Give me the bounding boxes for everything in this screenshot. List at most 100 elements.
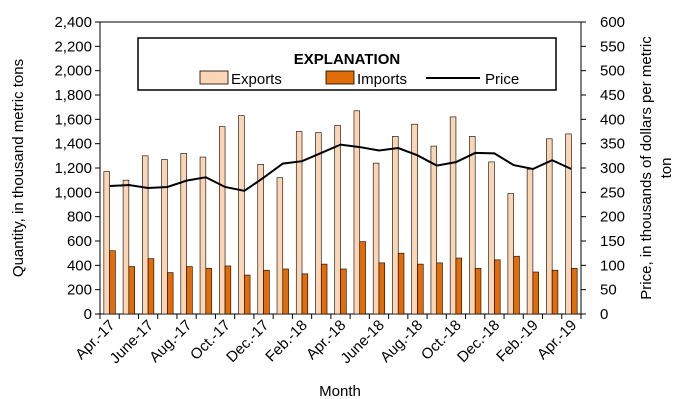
bar-imports bbox=[474, 268, 482, 315]
y-axis-title-right-line2: ton bbox=[658, 158, 675, 179]
x-tick-label: Apr.-19 bbox=[534, 317, 580, 363]
x-axis-title: Month bbox=[319, 383, 361, 399]
x-axis: Apr.-17June-17Aug.-17Oct.-17Dec.-17Feb.-… bbox=[72, 314, 582, 367]
x-tick-label: June-18 bbox=[337, 317, 387, 367]
bar-imports bbox=[224, 265, 232, 315]
bar-exports bbox=[180, 153, 187, 315]
x-tick-label: Dec.-17 bbox=[223, 317, 272, 366]
y-axis-title-right-line1: Price, in thousands of dollars per metri… bbox=[638, 36, 655, 300]
bar-exports bbox=[449, 116, 457, 315]
bar-imports bbox=[320, 263, 328, 315]
bar-exports bbox=[430, 145, 438, 315]
bar-imports bbox=[282, 268, 289, 315]
bar-imports bbox=[128, 266, 135, 315]
bar-exports bbox=[392, 136, 399, 315]
bar-imports bbox=[263, 269, 270, 315]
bar-exports bbox=[353, 110, 361, 315]
bar-exports bbox=[546, 138, 553, 315]
legend-swatch-imports bbox=[325, 70, 355, 85]
y-tick-label: 2,400 bbox=[54, 14, 92, 31]
bar-exports bbox=[372, 162, 380, 315]
bar-imports bbox=[571, 268, 578, 315]
x-tick-label: Aug.-18 bbox=[377, 317, 426, 366]
bars bbox=[103, 110, 578, 315]
bar-imports bbox=[359, 241, 366, 315]
y-axis-title-left: Quantity, in thousand metric tons bbox=[10, 59, 27, 277]
legend-title: EXPLANATION bbox=[294, 51, 400, 68]
bar-imports bbox=[378, 262, 386, 315]
bar-exports bbox=[411, 123, 418, 315]
bar-exports bbox=[142, 155, 149, 315]
y2-tick-label: 600 bbox=[600, 14, 625, 31]
price-line bbox=[109, 143, 572, 192]
bar-imports bbox=[167, 272, 174, 315]
legend-label-exports: Exports bbox=[231, 71, 282, 88]
y2-tick-label: 350 bbox=[600, 136, 625, 153]
y-tick-label: 1,600 bbox=[54, 111, 92, 128]
bar-exports bbox=[315, 132, 322, 315]
bar-exports bbox=[526, 168, 534, 315]
y-tick-label: 1,800 bbox=[54, 87, 92, 104]
legend-label-imports: Imports bbox=[357, 71, 407, 88]
y2-tick-label: 200 bbox=[600, 209, 625, 226]
y2-tick-label: 250 bbox=[600, 184, 625, 201]
y-tick-label: 1,400 bbox=[54, 136, 92, 153]
y2-tick-label: 150 bbox=[600, 233, 625, 250]
legend: EXPLANATION Exports Imports Price bbox=[137, 37, 557, 91]
y2-tick-label: 550 bbox=[600, 38, 625, 55]
bar-exports bbox=[199, 156, 207, 315]
bar-imports bbox=[455, 257, 463, 315]
x-tick-label: June-17 bbox=[107, 317, 157, 367]
bar-imports bbox=[244, 274, 251, 315]
y-axis-right: 0 50 100 150 200 250 300 350 400 450 500 550 600 bbox=[581, 14, 625, 323]
y-tick-label: 1,200 bbox=[54, 160, 92, 177]
bar-exports bbox=[565, 133, 572, 315]
y2-tick-label: 50 bbox=[600, 282, 617, 299]
bar-imports bbox=[186, 266, 193, 315]
y2-tick-label: 500 bbox=[600, 63, 625, 80]
legend-swatch-exports bbox=[199, 70, 229, 85]
bar-imports bbox=[340, 268, 347, 315]
y-tick-label: 400 bbox=[67, 257, 92, 274]
bar-exports bbox=[122, 179, 130, 315]
y2-tick-label: 0 bbox=[600, 306, 608, 323]
bar-imports bbox=[397, 252, 405, 315]
bar-exports bbox=[295, 131, 303, 315]
bar-imports bbox=[147, 258, 155, 315]
bar-exports bbox=[507, 193, 514, 315]
bar-exports bbox=[218, 126, 226, 315]
bar-imports bbox=[109, 250, 116, 315]
y-tick-label: 200 bbox=[67, 282, 92, 299]
bar-exports bbox=[161, 159, 168, 315]
y2-tick-label: 400 bbox=[600, 111, 625, 128]
x-tick-label: Dec.-18 bbox=[454, 317, 503, 366]
bar-exports bbox=[469, 136, 476, 315]
y2-tick-label: 450 bbox=[600, 87, 625, 104]
y2-tick-label: 300 bbox=[600, 160, 625, 177]
x-tick-label: Feb.-19 bbox=[493, 317, 542, 366]
x-tick-label: Feb.-18 bbox=[262, 317, 311, 366]
bar-imports bbox=[513, 255, 520, 315]
bar-imports bbox=[551, 269, 559, 315]
y-axis-left: 0 200 400 600 800 1,000 1,200 1,400 1,600 1,800 2,… bbox=[54, 14, 100, 323]
bar-imports bbox=[494, 259, 501, 315]
bar-exports bbox=[488, 161, 495, 315]
bar-imports bbox=[417, 263, 424, 315]
bar-imports bbox=[436, 262, 443, 315]
bar-imports bbox=[205, 268, 212, 315]
y-tick-label: 1,000 bbox=[54, 184, 92, 201]
bar-exports bbox=[103, 171, 110, 315]
bar-exports bbox=[276, 177, 284, 315]
y-tick-label: 600 bbox=[67, 233, 92, 250]
bar-exports bbox=[238, 115, 245, 315]
y-tick-label: 800 bbox=[67, 209, 92, 226]
bar-imports bbox=[301, 273, 309, 315]
legend-label-price: Price bbox=[485, 71, 519, 88]
x-tick-label: Aug.-17 bbox=[146, 317, 195, 366]
y-tick-label: 2,000 bbox=[54, 63, 92, 80]
bar-exports bbox=[257, 164, 264, 315]
y-tick-label: 0 bbox=[84, 306, 92, 323]
bar-imports bbox=[532, 271, 539, 315]
y2-tick-label: 100 bbox=[600, 257, 625, 274]
